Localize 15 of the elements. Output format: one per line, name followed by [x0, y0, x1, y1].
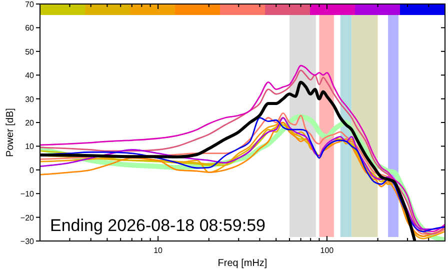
- y-axis-title: Power [dB]: [5, 108, 16, 157]
- y-tick-label: 20: [25, 118, 35, 128]
- y-tick-label: 0: [30, 166, 35, 175]
- annotation: Ending 2026-08-18 08:59:59: [50, 216, 266, 235]
- y-tick-label: 70: [25, 0, 35, 9]
- y-tick-label: −30: [20, 237, 35, 246]
- y-tick-label: 60: [25, 24, 35, 33]
- y-tick-label: 50: [25, 47, 35, 56]
- y-tick-label: −10: [20, 190, 35, 199]
- x-axis-title: Freq [mHz]: [218, 258, 268, 269]
- y-tick-label: 10: [25, 142, 35, 152]
- x-tick-label: 100: [320, 246, 334, 255]
- y-tick-label: 30: [25, 94, 35, 104]
- y-tick-label: 40: [25, 71, 35, 80]
- y-tick-label: −20: [20, 213, 35, 222]
